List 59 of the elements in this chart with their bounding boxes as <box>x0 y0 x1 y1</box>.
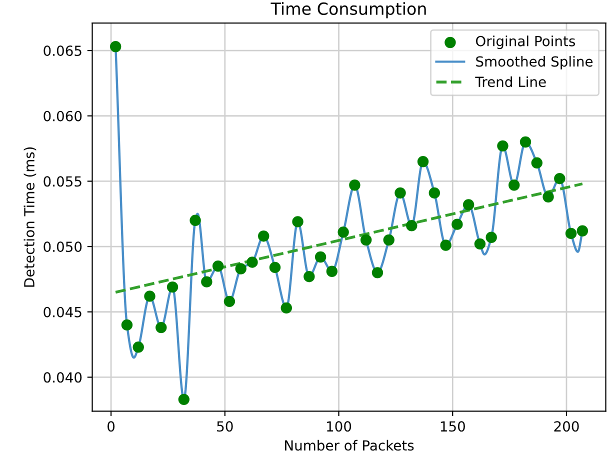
point <box>314 251 326 263</box>
point <box>497 140 508 152</box>
point <box>224 296 236 308</box>
x-tick-label: 100 <box>327 421 352 432</box>
point <box>417 156 429 168</box>
point <box>576 225 588 236</box>
point <box>121 319 133 331</box>
legend-label: Trend Line <box>475 76 546 88</box>
point <box>235 263 246 274</box>
y-tick-label: 0.040 <box>44 372 82 383</box>
point <box>565 228 577 240</box>
point <box>166 281 178 293</box>
point <box>110 41 122 52</box>
legend-label: Original Points <box>476 36 576 50</box>
point <box>462 199 474 210</box>
point <box>246 256 258 268</box>
point <box>212 260 224 272</box>
point <box>428 187 440 199</box>
point <box>132 342 144 353</box>
chart-title: Time Consumption <box>270 2 426 18</box>
y-tick-label: 0.065 <box>44 46 82 56</box>
point <box>474 238 486 250</box>
y-tick-label: 0.055 <box>44 176 82 187</box>
x-tick-label: 200 <box>554 421 579 432</box>
point <box>156 322 167 334</box>
legend-label: Smoothed Spline <box>476 56 593 70</box>
point <box>520 136 532 148</box>
y-tick-label: 0.050 <box>44 242 82 252</box>
point <box>280 302 292 314</box>
point <box>531 157 542 169</box>
point <box>406 220 418 232</box>
point <box>452 218 463 230</box>
x-axis-title: Number of Packets <box>285 440 414 451</box>
point <box>349 180 360 191</box>
point <box>542 191 554 202</box>
y-tick-label: 0.060 <box>44 110 82 122</box>
y-axis-title: Detection Time (ms) <box>24 147 36 287</box>
x-tick-label: 50 <box>217 421 233 432</box>
point <box>508 180 520 191</box>
point <box>144 290 156 302</box>
point <box>372 267 384 278</box>
point <box>269 262 281 274</box>
x-tick-label: 150 <box>440 421 465 432</box>
point <box>292 216 304 228</box>
point <box>554 172 566 184</box>
point <box>190 214 201 226</box>
point <box>258 230 270 242</box>
point <box>178 394 190 406</box>
point <box>486 232 497 243</box>
point <box>304 270 315 282</box>
point <box>201 276 212 288</box>
point <box>394 187 406 199</box>
point <box>440 240 452 251</box>
x-tick-label: 0 <box>108 421 115 432</box>
y-tick-label: 0.045 <box>44 306 82 318</box>
point <box>326 266 338 277</box>
point <box>338 226 349 238</box>
point <box>360 234 372 246</box>
point <box>383 234 394 246</box>
